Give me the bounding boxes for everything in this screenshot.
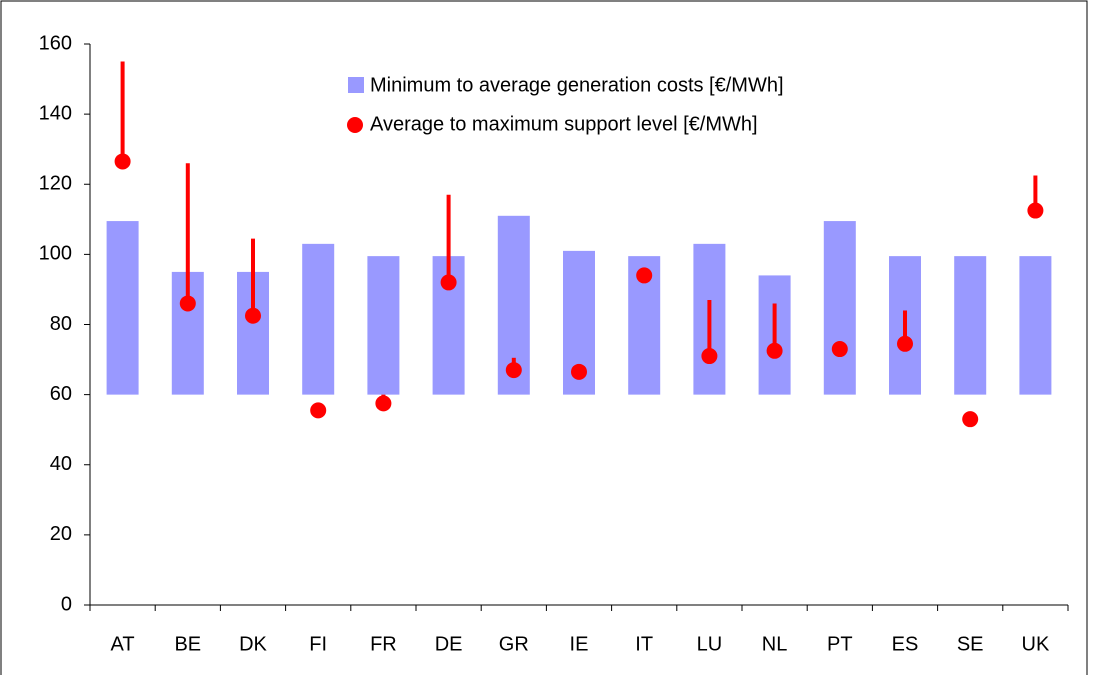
bar	[1019, 256, 1052, 395]
legend-label: Minimum to average generation costs [€/M…	[370, 74, 784, 96]
x-tick-label: SE	[957, 633, 984, 655]
x-tick-label: NL	[762, 633, 788, 655]
dot	[571, 363, 587, 380]
x-tick-label: IT	[635, 633, 653, 655]
y-tick-label: 120	[39, 173, 72, 195]
dot	[897, 335, 913, 352]
x-tick-label: FI	[309, 633, 327, 655]
y-tick-label: 80	[50, 313, 72, 335]
y-tick-label: 160	[39, 32, 72, 54]
x-tick-label: UK	[1022, 633, 1050, 655]
x-tick-label: GR	[499, 633, 529, 655]
dot	[245, 307, 261, 324]
dot	[440, 274, 457, 291]
dot	[701, 348, 718, 365]
dot	[831, 341, 848, 358]
dot	[505, 362, 522, 379]
dot	[766, 342, 783, 359]
y-tick-label: 0	[61, 593, 72, 615]
dot	[310, 402, 327, 419]
x-tick-label: IE	[570, 633, 589, 655]
bar	[954, 256, 987, 395]
legend-label: Average to maximum support level [€/MWh]	[370, 113, 758, 135]
legend-swatch	[348, 77, 364, 93]
x-tick-label: AT	[111, 633, 135, 655]
x-tick-label: DK	[239, 633, 267, 655]
x-tick-label: LU	[697, 633, 723, 655]
y-tick-label: 40	[50, 453, 72, 475]
dot	[636, 267, 653, 284]
dot	[1027, 202, 1044, 219]
x-tick-label: ES	[892, 633, 919, 655]
y-tick-label: 140	[39, 102, 72, 124]
dot	[375, 395, 392, 412]
x-tick-label: PT	[827, 633, 853, 655]
x-tick-label: BE	[174, 633, 201, 655]
legend-swatch	[347, 117, 363, 133]
x-tick-label: FR	[370, 633, 397, 655]
x-tick-label: DE	[435, 633, 463, 655]
dot	[179, 295, 196, 312]
bar	[302, 243, 335, 395]
bar	[823, 221, 856, 395]
bar	[106, 221, 139, 395]
y-tick-label: 60	[50, 383, 72, 405]
y-tick-label: 100	[39, 243, 72, 265]
dot	[114, 153, 131, 170]
dot	[962, 411, 979, 428]
y-tick-label: 20	[50, 523, 72, 545]
bar	[367, 256, 400, 395]
